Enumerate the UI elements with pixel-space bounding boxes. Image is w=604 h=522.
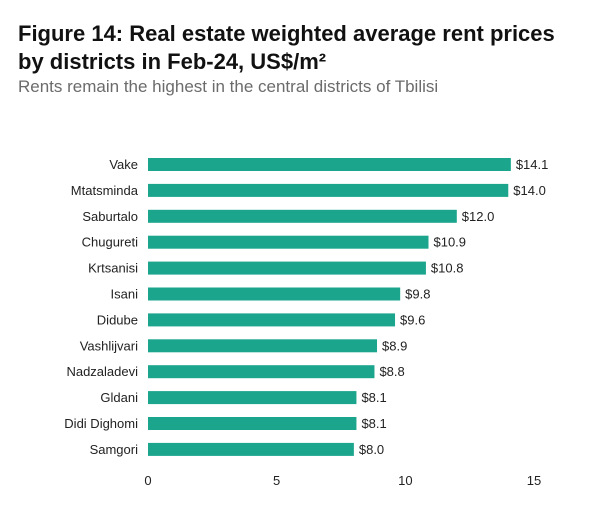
value-label: $8.1: [361, 390, 386, 405]
chart-subtitle: Rents remain the highest in the central …: [18, 77, 439, 96]
value-label: $10.9: [433, 235, 466, 250]
category-label: Isani: [111, 287, 139, 302]
bar: [148, 209, 457, 223]
category-label: Vake: [109, 157, 138, 172]
category-label: Didube: [97, 312, 138, 327]
x-tick-label: 10: [398, 473, 412, 488]
category-label: Saburtalo: [82, 209, 138, 224]
x-tick-label: 0: [144, 473, 151, 488]
bar: [148, 365, 375, 379]
value-label: $14.0: [513, 183, 546, 198]
bar: [148, 287, 401, 301]
bar: [148, 158, 511, 171]
category-label: Gldani: [100, 390, 138, 405]
value-label: $12.0: [462, 209, 495, 224]
category-label: Didi Dighomi: [64, 416, 138, 431]
category-label: Chugureti: [82, 235, 138, 250]
chart-title-line2: by districts in Feb-24, US$/m²: [18, 49, 327, 74]
value-label: $8.0: [359, 442, 384, 457]
value-label: $8.1: [361, 416, 386, 431]
x-tick-label: 15: [527, 473, 541, 488]
x-tick-label: 5: [273, 473, 280, 488]
category-label: Nadzaladevi: [66, 364, 138, 379]
chart-title: Figure 14: Real estate weighted average …: [18, 20, 598, 76]
value-label: $8.9: [382, 338, 407, 353]
category-label: Samgori: [90, 442, 139, 457]
bar: [148, 391, 357, 405]
value-label: $9.6: [400, 312, 425, 327]
bar: [148, 183, 509, 197]
bar: [148, 261, 426, 275]
bar: [148, 235, 429, 249]
bar: [148, 313, 396, 327]
bar: [148, 442, 354, 456]
value-label: $10.8: [431, 261, 464, 276]
bar: [148, 339, 378, 353]
chart-title-line1: Figure 14: Real estate weighted average …: [18, 21, 555, 46]
bar: [148, 417, 357, 430]
value-label: $8.8: [379, 364, 404, 379]
category-label: Krtsanisi: [88, 261, 138, 276]
value-label: $14.1: [516, 157, 549, 172]
category-label: Vashlijvari: [80, 338, 138, 353]
value-label: $9.8: [405, 287, 430, 302]
category-label: Mtatsminda: [71, 183, 139, 198]
